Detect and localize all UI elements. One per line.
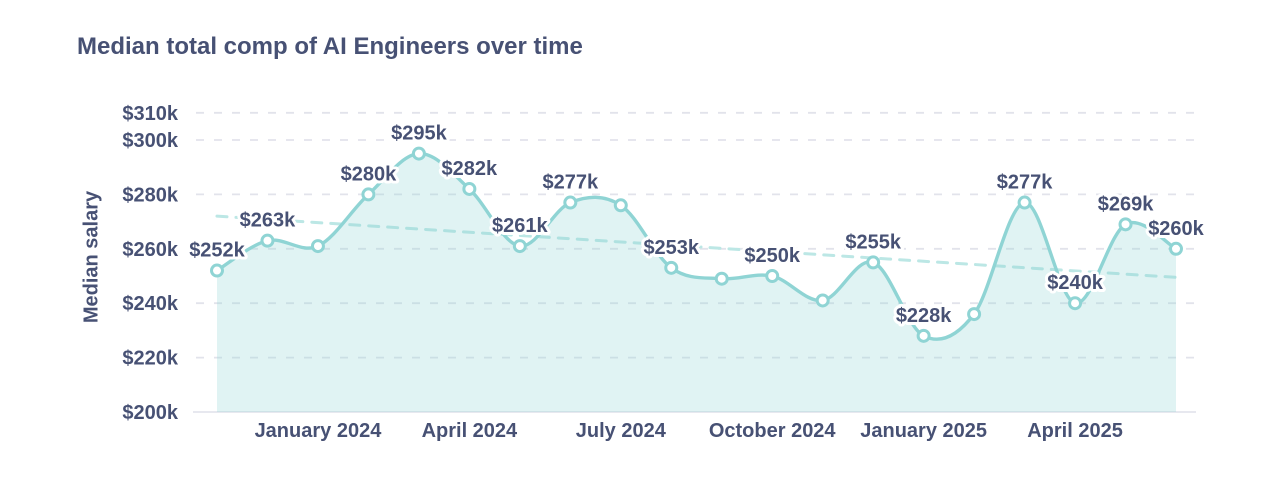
data-point-marker[interactable] — [310, 239, 325, 254]
data-point-marker[interactable] — [1017, 195, 1032, 210]
data-point-marker[interactable] — [815, 293, 830, 308]
data-point-label: $269k — [1098, 193, 1154, 215]
data-point-label: $261k — [492, 215, 548, 237]
data-point-label: $295k — [391, 123, 447, 145]
data-point-label: $255k — [845, 231, 901, 253]
data-point-label: $277k — [997, 172, 1053, 194]
data-point-marker[interactable] — [765, 269, 780, 283]
data-point-label: $263k — [240, 210, 296, 232]
y-tick-label: $200k — [122, 402, 178, 424]
x-tick-label: October 2024 — [709, 420, 837, 442]
data-point-marker[interactable] — [664, 260, 679, 275]
data-point-label: $240k — [1047, 272, 1103, 294]
x-tick-label: April 2024 — [422, 420, 518, 442]
data-point-marker[interactable] — [563, 195, 578, 210]
data-point-marker[interactable] — [512, 239, 527, 254]
data-point-marker[interactable] — [613, 198, 628, 213]
area-fill — [217, 153, 1176, 413]
data-point-marker[interactable] — [967, 307, 982, 322]
trend-line — [215, 214, 1178, 279]
data-point-marker[interactable] — [462, 181, 477, 196]
x-tick-label: April 2025 — [1027, 420, 1123, 442]
data-point-label: $252k — [189, 240, 245, 262]
y-tick-label: $280k — [122, 184, 178, 206]
x-tick-label: January 2025 — [860, 420, 987, 442]
x-tick-label: July 2024 — [576, 420, 667, 442]
data-point-marker[interactable] — [1118, 217, 1133, 232]
chart-title: Median total comp of AI Engineers over t… — [77, 33, 583, 60]
data-point-label: $277k — [543, 172, 599, 194]
data-point-label: $280k — [341, 163, 397, 185]
y-tick-label: $310k — [122, 103, 178, 125]
data-point-marker[interactable] — [210, 263, 224, 278]
data-point-marker[interactable] — [1068, 296, 1083, 311]
data-point-marker[interactable] — [1169, 241, 1183, 256]
data-point-marker[interactable] — [714, 271, 729, 286]
data-point-marker[interactable] — [866, 255, 881, 270]
data-point-label: $250k — [744, 245, 800, 267]
data-point-marker[interactable] — [361, 187, 376, 202]
y-tick-label: $220k — [122, 348, 178, 370]
data-point-marker[interactable] — [411, 146, 426, 161]
data-point-marker[interactable] — [916, 328, 931, 343]
data-point-label: $253k — [643, 237, 699, 259]
data-point-label: $260k — [1148, 218, 1204, 240]
y-tick-label: $260k — [122, 239, 178, 261]
y-tick-label: $300k — [122, 130, 178, 152]
y-tick-label: $240k — [122, 293, 178, 315]
data-point-label: $282k — [442, 158, 498, 180]
x-tick-label: January 2024 — [255, 420, 383, 442]
data-point-label: $228k — [896, 305, 952, 327]
data-point-marker[interactable] — [260, 233, 275, 248]
